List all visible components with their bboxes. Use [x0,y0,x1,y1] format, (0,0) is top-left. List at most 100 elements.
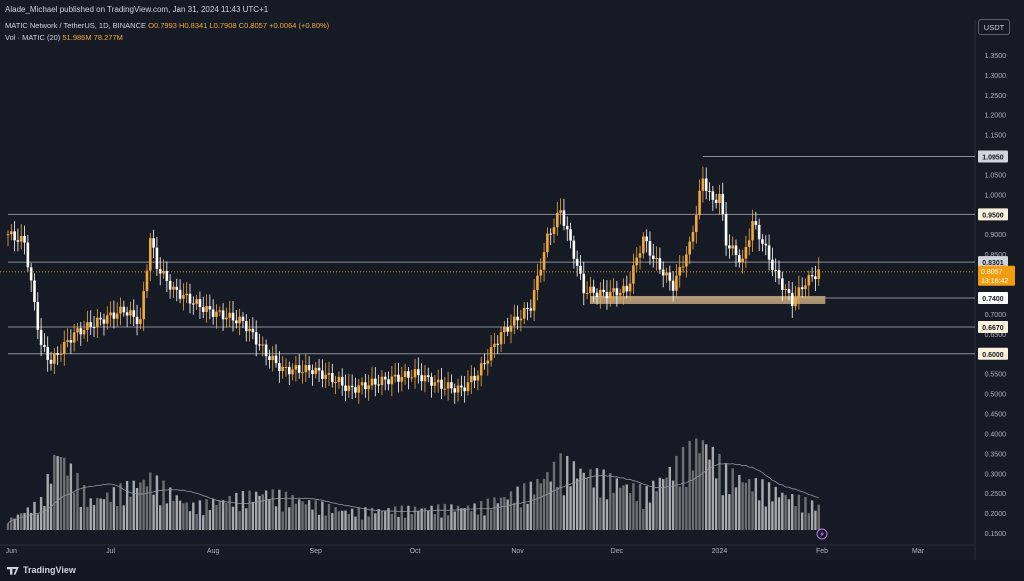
candle-body[interactable] [287,366,291,375]
candle-body[interactable] [731,245,734,249]
candle-body[interactable] [347,385,351,391]
candle-body[interactable] [29,267,33,281]
candle-body[interactable] [36,302,40,330]
candle-body[interactable] [423,375,427,382]
candle-body[interactable] [790,292,794,307]
candle-body[interactable] [622,285,625,293]
candle-body[interactable] [529,308,533,311]
candle-body[interactable] [671,280,675,291]
candle-body[interactable] [688,241,691,255]
candle-body[interactable] [208,306,212,310]
candle-body[interactable] [493,343,496,348]
candle-body[interactable] [165,271,169,281]
candle-body[interactable] [142,291,145,320]
candle-body[interactable] [152,238,155,248]
candle-body[interactable] [301,372,304,374]
candle-body[interactable] [66,340,69,343]
candle-body[interactable] [489,347,493,361]
candle-body[interactable] [248,328,251,332]
candle-body[interactable] [314,367,318,375]
volume-label[interactable]: Vol · MATIC (20) [5,33,61,42]
candle-body[interactable] [400,377,404,382]
candle-body[interactable] [476,375,480,381]
candle-body[interactable] [390,376,394,385]
candle-body[interactable] [251,328,255,333]
candle-body[interactable] [271,355,275,361]
candle-body[interactable] [354,387,357,393]
candle-body[interactable] [807,275,811,286]
candle-body[interactable] [33,280,36,303]
candle-body[interactable] [519,318,523,321]
candle-body[interactable] [115,313,119,319]
candle-body[interactable] [72,332,76,343]
candle-body[interactable] [509,325,513,332]
candle-body[interactable] [741,258,744,263]
candle-body[interactable] [311,370,314,375]
candle-body[interactable] [403,371,407,378]
candle-body[interactable] [648,241,652,256]
candle-body[interactable] [241,316,245,321]
candle-body[interactable] [698,190,701,216]
candle-body[interactable] [559,210,562,213]
candle-body[interactable] [615,288,619,296]
tradingview-logo[interactable]: TradingView [7,565,76,575]
candle-body[interactable] [228,312,232,318]
candle-body[interactable] [595,292,599,297]
candle-body[interactable] [158,269,162,274]
candle-body[interactable] [747,240,751,247]
candle-body[interactable] [360,382,364,386]
candle-body[interactable] [539,269,543,276]
candle-body[interactable] [192,303,195,305]
candle-body[interactable] [374,378,377,385]
candle-body[interactable] [364,382,367,390]
candle-body[interactable] [608,291,612,299]
candle-body[interactable] [337,376,341,382]
candle-body[interactable] [738,254,741,263]
candle-body[interactable] [536,275,539,291]
candle-body[interactable] [433,382,437,386]
candle-body[interactable] [258,344,261,346]
candle-body[interactable] [506,327,509,332]
candle-body[interactable] [592,286,596,293]
candle-body[interactable] [691,231,695,242]
candle-body[interactable] [496,343,500,345]
candle-body[interactable] [268,356,271,361]
candle-body[interactable] [771,259,774,270]
candle-body[interactable] [185,293,188,296]
candle-body[interactable] [53,352,56,364]
candle-body[interactable] [324,374,327,379]
candle-body[interactable] [665,272,668,276]
candle-body[interactable] [456,385,460,393]
candle-body[interactable] [254,332,258,345]
candle-body[interactable] [367,385,370,390]
candle-body[interactable] [168,280,172,290]
candle-body[interactable] [632,265,635,284]
candle-body[interactable] [274,355,278,364]
candle-body[interactable] [685,254,688,267]
candle-body[interactable] [486,360,490,364]
candle-body[interactable] [516,316,519,321]
candle-body[interactable] [281,366,284,372]
candle-body[interactable] [681,266,685,268]
candle-body[interactable] [178,289,182,299]
candle-body[interactable] [294,365,298,370]
candle-body[interactable] [321,370,324,379]
candle-body[interactable] [503,327,506,333]
candle-body[interactable] [585,293,589,295]
candle-body[interactable] [675,275,678,291]
candle-body[interactable] [787,288,791,293]
candle-body[interactable] [436,379,440,383]
candle-body[interactable] [135,316,139,325]
candle-body[interactable] [661,269,665,276]
candle-body[interactable] [99,317,102,320]
candle-body[interactable] [330,372,334,383]
candle-body[interactable] [800,287,804,290]
candle-body[interactable] [556,212,559,228]
candle-body[interactable] [678,266,682,276]
candle-body[interactable] [767,245,771,260]
candle-body[interactable] [426,375,430,377]
candle-body[interactable] [380,376,384,386]
candle-body[interactable] [794,297,797,307]
candle-body[interactable] [694,215,698,232]
support-zone[interactable] [590,295,826,304]
